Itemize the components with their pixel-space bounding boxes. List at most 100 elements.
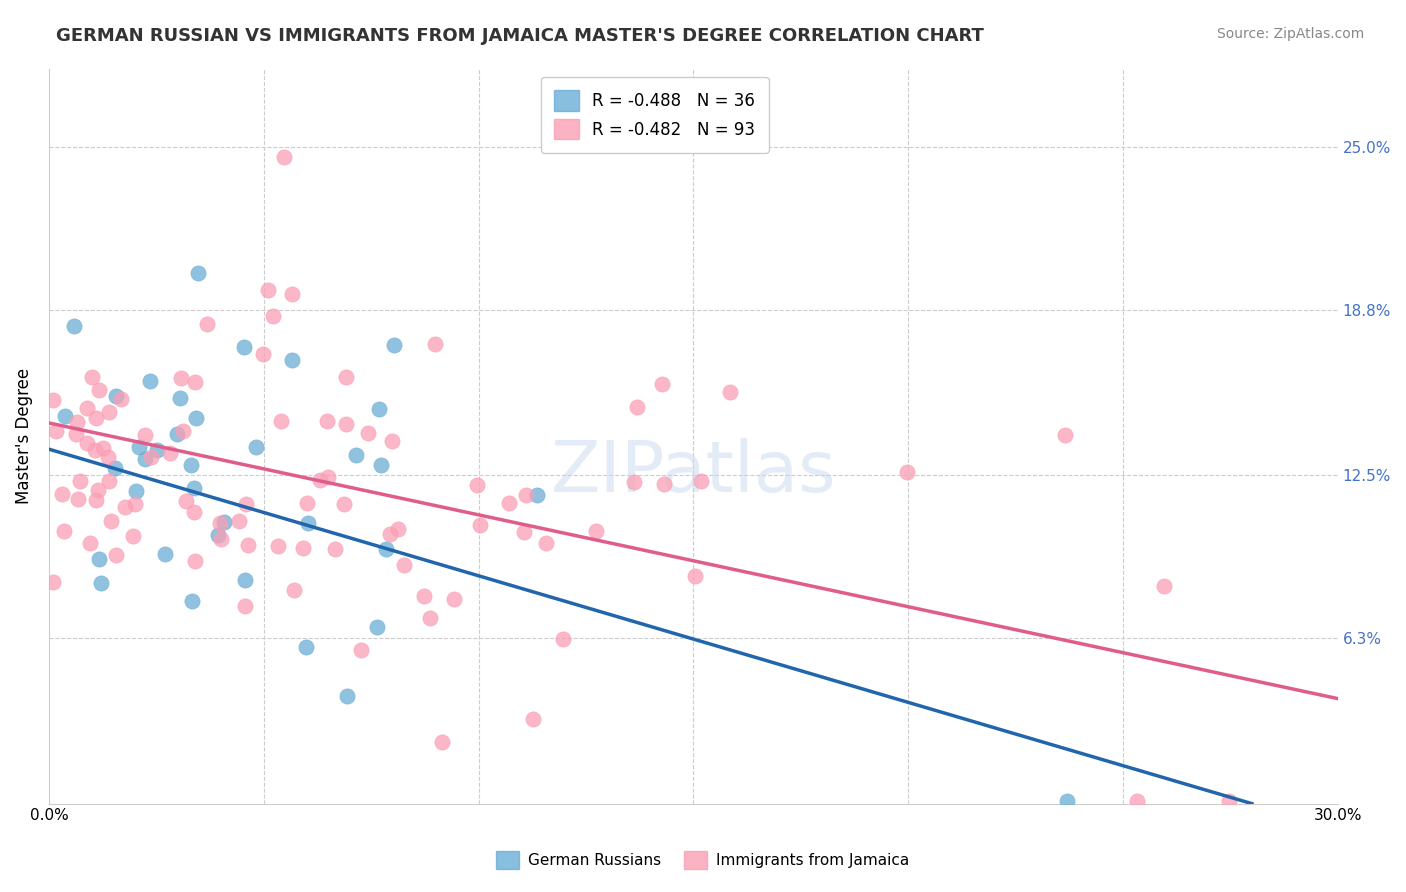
Point [235,497,257,511]
Point [42,574,65,589]
Point [323,542,346,557]
Point [42,392,65,407]
Point [170,371,193,385]
Point [430,734,453,748]
Point [335,417,357,432]
Point [526,488,548,502]
Point [184,376,207,390]
Point [63,319,86,334]
Point [370,458,392,473]
Point [180,458,202,472]
Point [267,539,290,553]
Point [233,340,256,354]
Point [378,526,401,541]
Point [335,370,357,384]
Point [468,517,491,532]
Point [66,415,89,429]
Point [97,450,120,465]
Point [498,496,520,510]
Point [134,452,156,467]
Point [651,376,673,391]
Point [333,497,356,511]
Point [366,619,388,633]
Point [350,643,373,657]
Point [76,435,98,450]
Point [896,465,918,479]
Point [297,516,319,530]
Point [233,599,256,614]
Point [69,475,91,489]
Point [419,611,441,625]
Point [51,486,73,500]
Point [138,374,160,388]
Point [209,532,232,546]
Point [76,401,98,415]
Point [98,474,121,488]
Point [172,424,194,438]
Point [128,440,150,454]
Point [270,414,292,428]
Legend: R = -0.488   N = 36, R = -0.482   N = 93: R = -0.488 N = 36, R = -0.482 N = 93 [541,77,769,153]
Point [443,592,465,607]
Point [623,475,645,490]
Point [114,500,136,514]
Point [718,384,741,399]
Point [195,317,218,331]
Point [336,689,359,703]
Point [207,528,229,542]
Point [104,389,127,403]
Point [66,491,89,506]
Point [291,541,314,555]
Point [1053,428,1076,442]
Point [1153,579,1175,593]
Point [100,514,122,528]
Point [82,370,104,384]
Point [683,568,706,582]
Point [159,446,181,460]
Point [283,582,305,597]
Y-axis label: Master's Degree: Master's Degree [15,368,32,504]
Point [183,506,205,520]
Point [184,553,207,567]
Point [394,558,416,573]
Point [87,483,110,498]
Point [214,516,236,530]
Point [387,522,409,536]
Point [104,461,127,475]
Point [280,286,302,301]
Point [209,516,232,531]
Point [84,443,107,458]
Point [652,477,675,491]
Point [356,425,378,440]
Point [121,529,143,543]
Legend: German Russians, Immigrants from Jamaica: German Russians, Immigrants from Jamaica [491,845,915,875]
Point [146,442,169,457]
Point [53,409,76,423]
Point [1218,794,1240,808]
Point [124,497,146,511]
Point [233,573,256,587]
Point [374,542,396,557]
Point [690,475,713,489]
Point [368,402,391,417]
Point [98,404,121,418]
Point [176,493,198,508]
Point [110,392,132,406]
Point [309,473,332,487]
Point [252,346,274,360]
Point [125,483,148,498]
Point [262,309,284,323]
Point [381,434,404,448]
Point [316,414,339,428]
Point [553,632,575,646]
Point [65,426,87,441]
Point [86,493,108,508]
Point [273,150,295,164]
Point [184,411,207,425]
Point [228,514,250,528]
Point [87,383,110,397]
Point [534,536,557,550]
Point [79,536,101,550]
Point [245,440,267,454]
Point [1056,794,1078,808]
